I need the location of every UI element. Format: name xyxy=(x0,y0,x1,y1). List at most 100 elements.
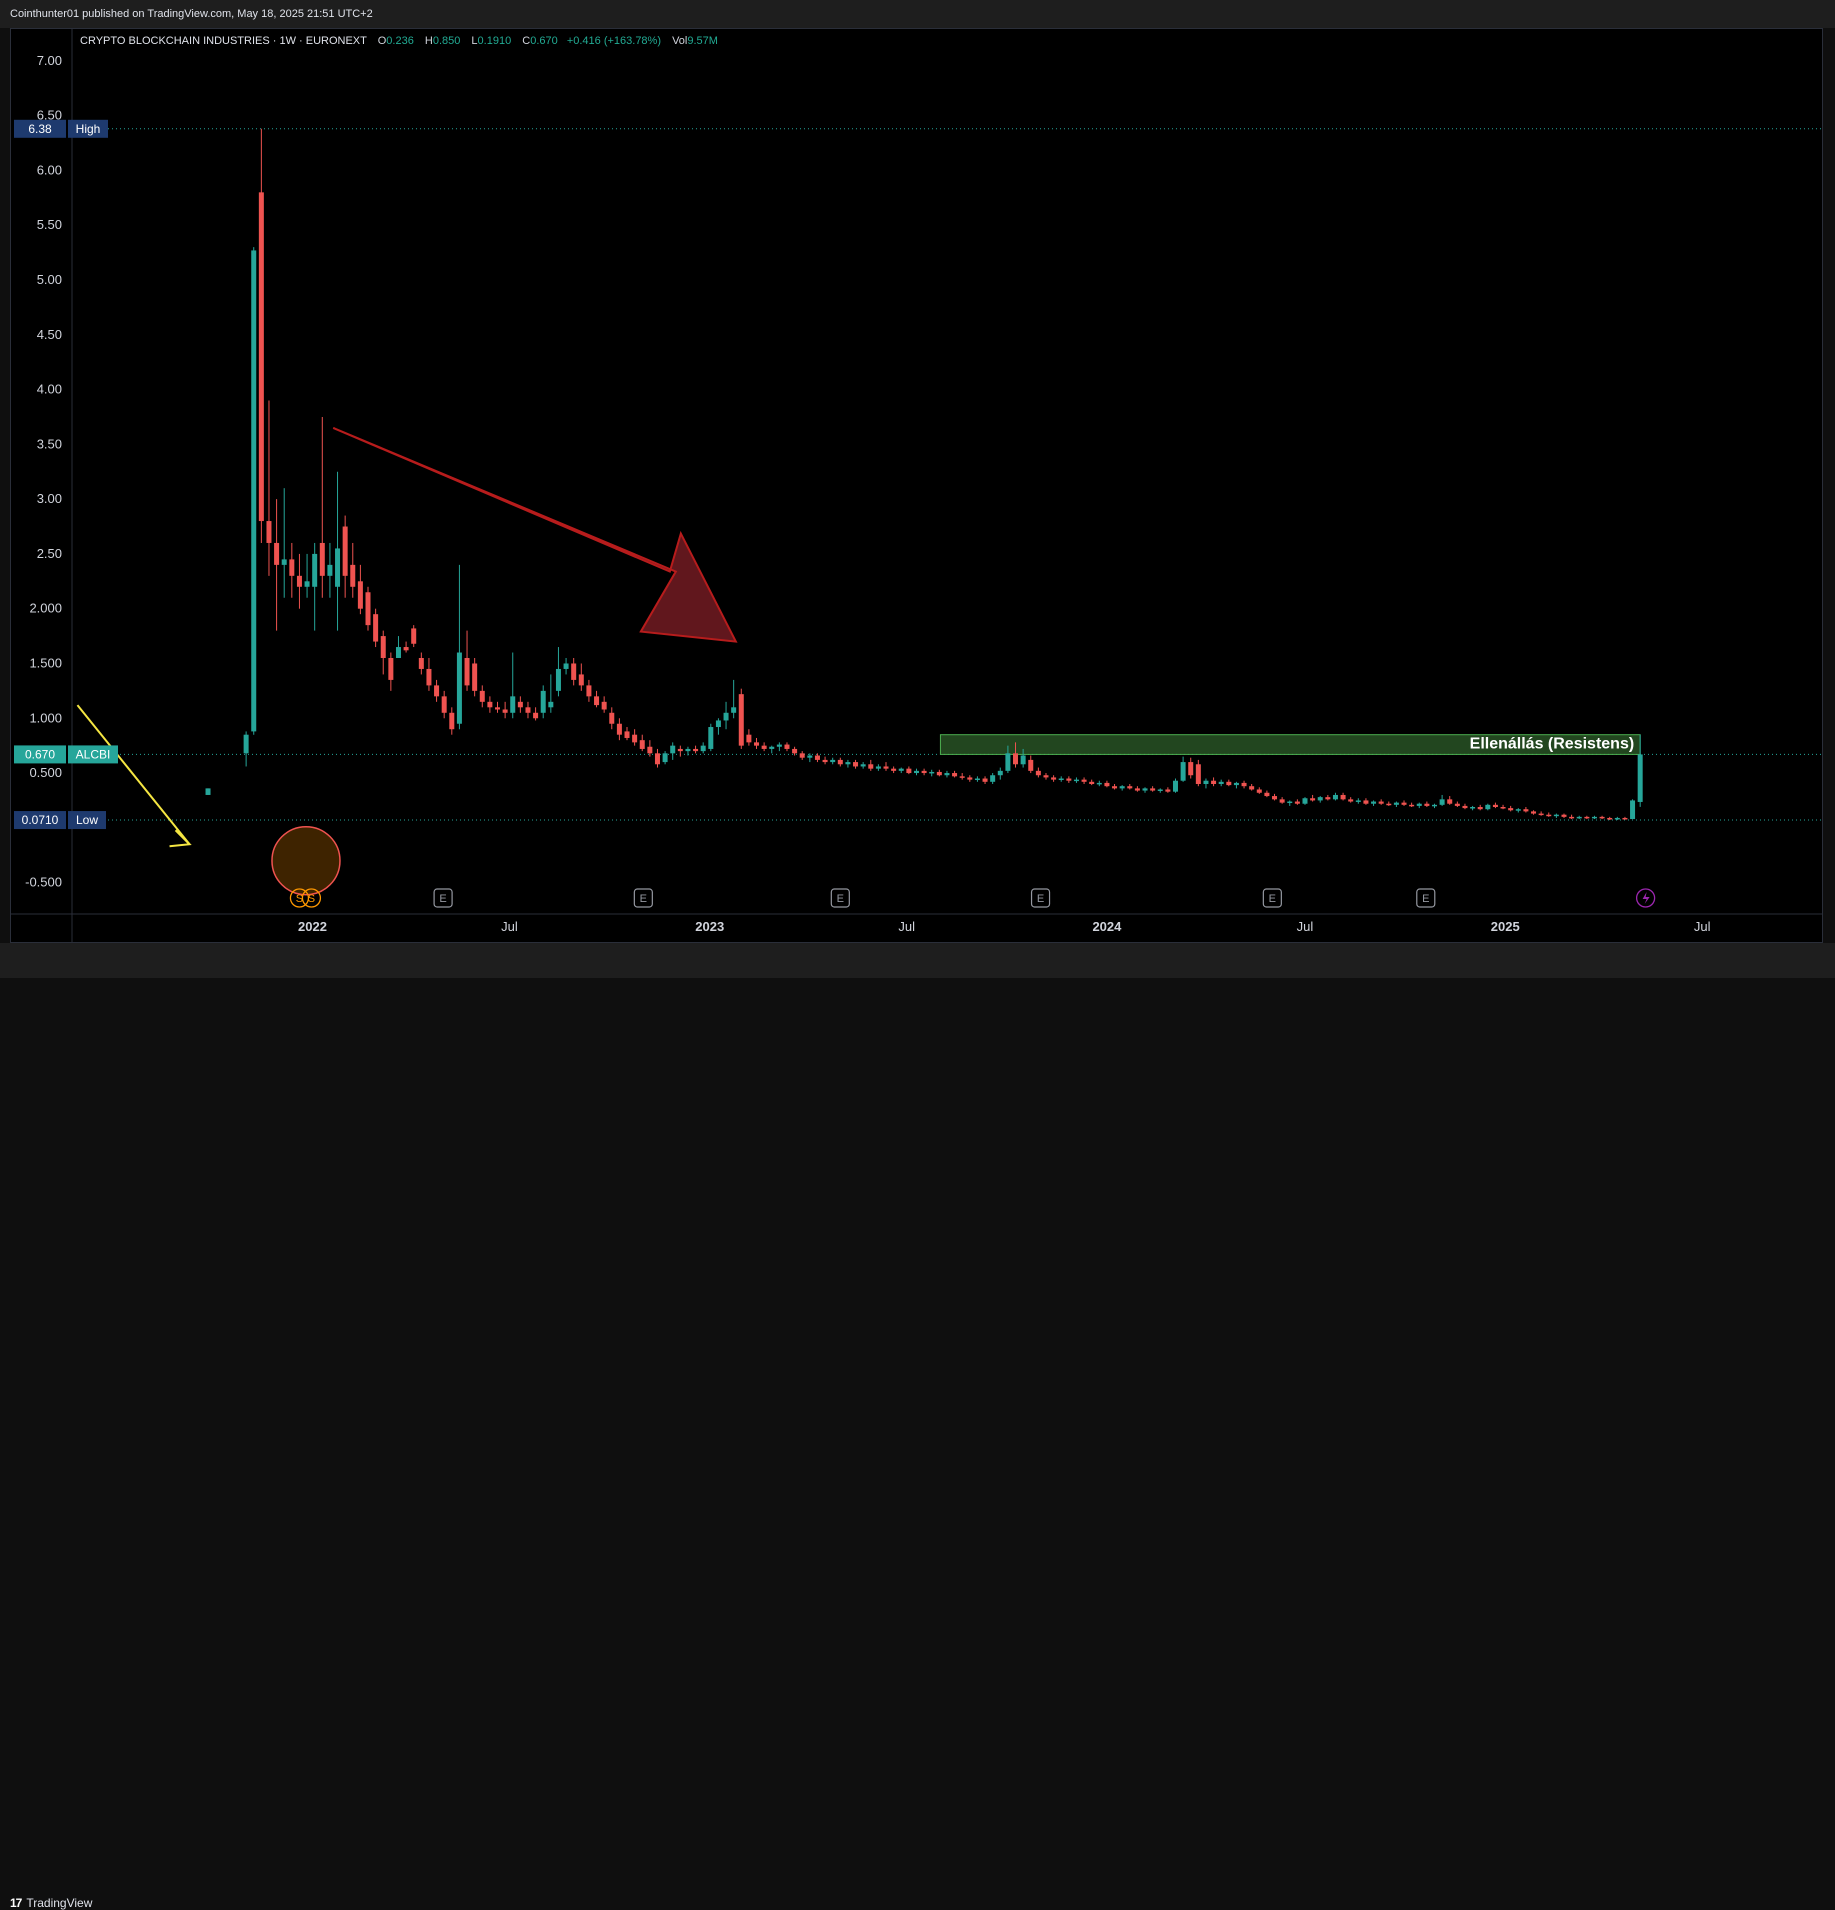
candle-body xyxy=(1630,800,1636,820)
split-event-icon xyxy=(289,888,310,908)
red-down-arrow xyxy=(332,426,738,643)
candle-body xyxy=(1218,781,1224,784)
yellow-arrow-head xyxy=(169,829,192,848)
candle-body xyxy=(380,636,386,658)
candle-body xyxy=(1332,794,1338,800)
candle-body xyxy=(1142,788,1148,791)
candle-body xyxy=(266,521,272,543)
candle-body xyxy=(738,694,744,746)
legend-vol: 9.57M xyxy=(687,35,718,47)
y-tick-label: 3.50 xyxy=(37,436,62,451)
candle-body xyxy=(624,731,630,738)
candle-body xyxy=(1348,799,1354,802)
tradingview-logo-icon: 17 xyxy=(10,1896,22,1910)
level-tag-text-high: High xyxy=(76,122,101,136)
lightning-event-icon xyxy=(1635,888,1656,908)
candle-body xyxy=(1454,803,1460,806)
candle-body xyxy=(1203,780,1209,784)
earnings-event-icon xyxy=(830,888,850,908)
candle-body xyxy=(517,701,523,708)
candle-body xyxy=(601,701,607,710)
y-tick-label: 5.00 xyxy=(37,272,62,287)
level-tag-last xyxy=(68,745,118,764)
candle-body xyxy=(1150,788,1156,791)
candle-body xyxy=(434,685,440,697)
y-tick-label: 2.50 xyxy=(37,546,62,561)
candle-body xyxy=(1302,798,1308,804)
candle-body xyxy=(395,647,401,658)
candle-body xyxy=(251,250,257,732)
candle-body xyxy=(639,740,645,749)
y-tick-label: 6.00 xyxy=(37,162,62,177)
candle-body xyxy=(1340,794,1346,800)
candle-body xyxy=(952,773,958,777)
candle-body xyxy=(776,744,782,747)
candle-body xyxy=(426,668,432,686)
candle-body xyxy=(281,559,287,565)
candle-body xyxy=(700,745,706,752)
x-tick-label: Jul xyxy=(1694,919,1711,934)
candle-body xyxy=(1553,814,1559,817)
candle-body xyxy=(1576,816,1582,819)
candle-body xyxy=(1591,816,1597,819)
brand[interactable]: 17 TradingView xyxy=(10,1896,92,1910)
candle-body xyxy=(456,652,462,724)
candle-body xyxy=(898,768,904,771)
candle-body xyxy=(1264,792,1270,797)
candle-body xyxy=(1462,805,1468,809)
candle-body xyxy=(1561,814,1567,817)
level-tag-text-last: ALCBI xyxy=(76,747,111,761)
candle-body xyxy=(1470,807,1476,809)
candle-body xyxy=(403,647,409,651)
candle-body xyxy=(1515,809,1521,811)
candle-body xyxy=(1226,781,1232,786)
ohlc-legend: CRYPTO BLOCKCHAIN INDUSTRIES · 1W · EURO… xyxy=(80,35,718,47)
highlight-circle xyxy=(271,825,341,896)
legend-change: +0.416 (+163.78%) xyxy=(566,35,661,47)
candle-body xyxy=(1013,753,1019,765)
candle-body xyxy=(654,753,660,765)
grid-layer xyxy=(72,128,1823,821)
legend-close-label: C xyxy=(522,35,531,47)
candle-body xyxy=(1256,789,1262,793)
candle-body xyxy=(594,696,600,706)
legend-open-label: O xyxy=(377,35,387,47)
earnings-event-letter: E xyxy=(439,893,446,905)
candle-body xyxy=(1431,804,1437,807)
candle-body xyxy=(441,696,447,713)
candle-body xyxy=(647,746,653,754)
candle-body xyxy=(1134,788,1140,791)
candle-body xyxy=(319,542,325,576)
candle-body xyxy=(1523,809,1529,812)
level-badge-high xyxy=(14,119,66,138)
candle-body xyxy=(990,775,996,782)
lightning-glyph xyxy=(1642,892,1650,904)
y-tick-label: 6.50 xyxy=(37,108,62,123)
candle-body xyxy=(479,690,485,702)
candle-body xyxy=(495,707,501,710)
candle-body xyxy=(243,734,249,754)
earnings-event-letter: E xyxy=(1422,893,1429,905)
candle-body xyxy=(929,771,935,774)
candlestick-chart[interactable]: Ellenállás (Resistens)S S E E E E E E 7.006.506… xyxy=(0,0,1835,978)
x-tick-label: 2025 xyxy=(1491,919,1520,934)
candle-body xyxy=(1043,775,1049,778)
candle-body xyxy=(708,727,714,749)
level-tag-low xyxy=(68,811,106,830)
candle-body xyxy=(1607,817,1613,820)
candle-body xyxy=(1439,799,1445,805)
candle-body xyxy=(814,755,820,760)
candle-body xyxy=(1279,799,1285,803)
candle-body xyxy=(875,766,881,769)
x-tick-label: Jul xyxy=(501,919,518,934)
candle-body xyxy=(258,192,264,522)
candle-body xyxy=(1492,804,1498,808)
x-tick-label: 2023 xyxy=(695,919,724,934)
candle-body xyxy=(822,759,828,763)
chart-frame[interactable] xyxy=(10,28,1823,943)
candle-body xyxy=(296,575,302,587)
axes-layer: 7.00 6.50 6.00 5.50 5.00 4.50 4.00 3.50 3.00 2.50… xyxy=(10,28,1823,943)
earnings-event-icon xyxy=(433,888,453,908)
level-badge-last xyxy=(14,745,66,764)
legend-symbol[interactable]: CRYPTO BLOCKCHAIN INDUSTRIES · 1W · EURO… xyxy=(80,35,367,47)
